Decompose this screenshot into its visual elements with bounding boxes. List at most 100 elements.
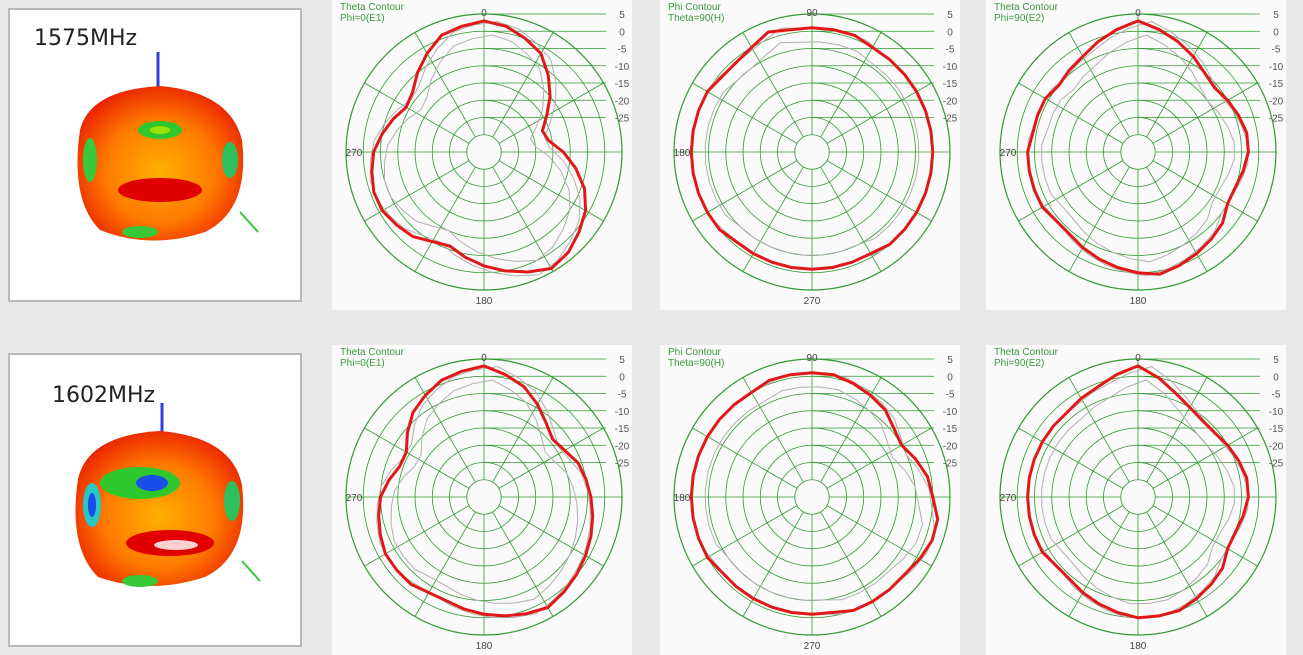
grid-spoke <box>1018 160 1124 222</box>
polar-title-line2: Phi=0(E1) <box>340 358 385 369</box>
polar-chart-svg: 5 0 -5 -10 -15 -20 -25 0 270 180 <box>345 353 630 652</box>
grid-ring <box>794 134 830 170</box>
grid-spoke <box>820 32 882 138</box>
angle-label-bottom: 270 <box>804 641 821 652</box>
ghost-trace <box>390 379 579 604</box>
db-tick-label: 0 <box>619 27 625 38</box>
polar-title-line2: Phi=90(E2) <box>994 13 1045 24</box>
grid-ring <box>1120 134 1156 170</box>
grid-spoke <box>1152 427 1258 489</box>
ghost-trace <box>1041 379 1235 605</box>
grid-spoke <box>742 166 804 272</box>
grid-spoke <box>414 32 476 138</box>
angle-label-top: 0 <box>1135 8 1141 19</box>
polar-title: Theta Contour Phi=90(E2) <box>994 2 1058 24</box>
grid-ring <box>794 479 830 515</box>
grid-spoke <box>498 160 604 222</box>
angle-label-bottom: 180 <box>1130 641 1147 652</box>
green-lobe-core <box>150 126 170 134</box>
angle-label-bottom: 270 <box>804 296 821 307</box>
polar-plot: 5 0 -5 -10 -15 -20 -25 0 270 180 Theta Contour Ph… <box>332 0 632 310</box>
grid-spoke <box>364 160 470 222</box>
grid-spoke <box>742 511 804 617</box>
db-tick-label: 5 <box>1273 10 1279 21</box>
frequency-label: 1602MHz <box>52 383 156 408</box>
pattern-trace <box>689 26 935 271</box>
angle-label-side: 270 <box>346 148 363 159</box>
x-axis-line <box>241 560 261 582</box>
pattern-trace <box>689 371 940 616</box>
polar-title-line1: Theta Contour <box>994 347 1058 358</box>
ghost-trace <box>384 34 571 262</box>
grid-spoke <box>1018 427 1124 489</box>
polar-title: Theta Contour Phi=0(E1) <box>340 2 404 24</box>
db-tick-label: -15 <box>615 79 630 90</box>
pattern-trace <box>1026 364 1250 620</box>
db-tick-label: -20 <box>1269 441 1284 452</box>
polar-title-line1: Theta Contour <box>340 347 404 358</box>
db-tick-label: -10 <box>943 407 958 418</box>
pattern-3d-view <box>75 403 261 587</box>
grid-spoke <box>826 505 932 567</box>
grid-spoke <box>1068 511 1130 617</box>
pattern-3d-panel: 1602MHz <box>8 353 302 647</box>
ghost-trace <box>704 386 924 601</box>
grid-spoke <box>1146 377 1208 483</box>
polar-title-line2: Theta=90(H) <box>668 358 725 369</box>
grid-spoke <box>826 427 932 489</box>
red-band-highlight <box>154 540 198 550</box>
polar-plot: 5 0 -5 -10 -15 -20 -25 90 180 270 Phi Contour The… <box>660 0 960 310</box>
ghost-trace <box>376 366 591 618</box>
ghost-trace <box>704 41 920 256</box>
db-tick-label: -15 <box>1269 79 1284 90</box>
db-tick-label: -15 <box>943 79 958 90</box>
angle-label-side: 180 <box>674 493 691 504</box>
db-tick-label: -10 <box>615 407 630 418</box>
grid-spoke <box>1018 82 1124 144</box>
polar-title: Phi Contour Theta=90(H) <box>668 2 724 24</box>
grid-spoke <box>1146 166 1208 272</box>
db-tick-label: -10 <box>1269 62 1284 73</box>
db-tick-label: 5 <box>947 10 953 21</box>
db-tick-label: -15 <box>943 424 958 435</box>
grid-spoke <box>820 511 882 617</box>
polar-chart-svg: 5 0 -5 -10 -15 -20 -25 90 180 270 <box>673 8 958 307</box>
polar-title-line2: Phi=0(E1) <box>340 13 385 24</box>
db-tick-label: 5 <box>619 10 625 21</box>
grid-spoke <box>742 377 804 483</box>
polar-title-line1: Phi Contour <box>668 347 721 358</box>
db-tick-label: -5 <box>946 45 955 56</box>
polar-plot: 5 0 -5 -10 -15 -20 -25 0 270 180 Theta Contour Ph… <box>986 345 1286 655</box>
polar-title-line2: Phi=90(E2) <box>994 358 1045 369</box>
polar-plot: 5 0 -5 -10 -15 -20 -25 0 270 180 Theta Contour Ph… <box>332 345 632 655</box>
pattern-3d-view <box>77 52 259 241</box>
polar-title-line2: Theta=90(H) <box>668 13 725 24</box>
grid-spoke <box>1152 160 1258 222</box>
grid-spoke <box>1068 32 1130 138</box>
db-tick-label: -20 <box>615 96 630 107</box>
angle-label-side: 180 <box>674 148 691 159</box>
polar-chart-svg: 5 0 -5 -10 -15 -20 -25 0 270 180 <box>999 353 1284 652</box>
grid-spoke <box>498 505 604 567</box>
red-band <box>118 178 202 202</box>
grid-spoke <box>414 511 476 617</box>
db-tick-label: -20 <box>1269 96 1284 107</box>
grid-spoke <box>1152 82 1258 144</box>
db-tick-label: -20 <box>615 441 630 452</box>
angle-label-top: 90 <box>806 353 818 364</box>
polar-chart-svg: 5 0 -5 -10 -15 -20 -25 0 270 180 <box>999 8 1284 307</box>
polar-title-line1: Theta Contour <box>994 2 1058 13</box>
grid-spoke <box>492 377 554 483</box>
grid-spoke <box>692 160 798 222</box>
polar-title-line1: Phi Contour <box>668 2 721 13</box>
grid-ring <box>466 134 502 170</box>
db-tick-label: -25 <box>943 459 958 470</box>
grid-spoke <box>492 511 554 617</box>
db-tick-label: -10 <box>943 62 958 73</box>
grid-spoke <box>1152 505 1258 567</box>
polar-chart-svg: 5 0 -5 -10 -15 -20 -25 90 180 270 <box>673 353 958 652</box>
pattern-surface <box>77 86 244 241</box>
x-axis-line <box>239 211 259 233</box>
grid-ring <box>1120 479 1156 515</box>
grid-spoke <box>692 82 798 144</box>
